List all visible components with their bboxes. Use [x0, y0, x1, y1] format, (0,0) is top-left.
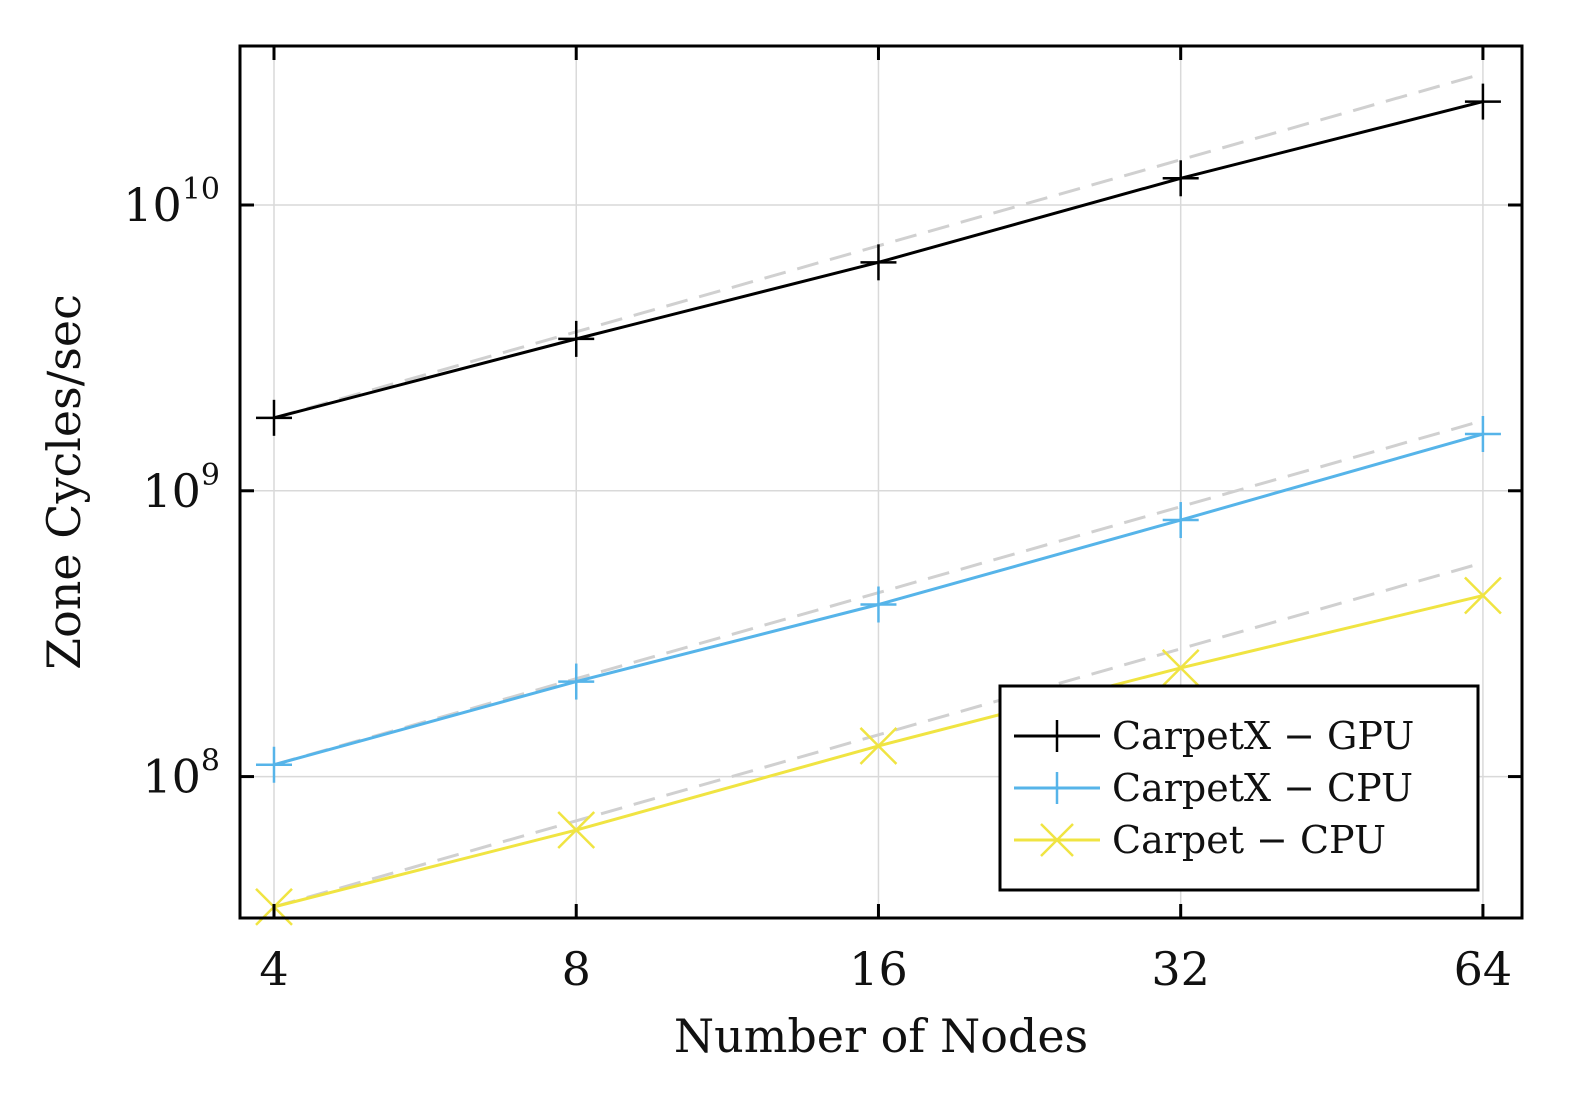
- x-tick-label: 4: [259, 942, 288, 996]
- data-point: [1161, 649, 1200, 687]
- data-point: [860, 244, 897, 281]
- data-point: [1464, 416, 1501, 453]
- x-tick-label: 64: [1454, 942, 1513, 996]
- x-tick-label: 8: [562, 942, 591, 996]
- ideal-scaling-line: [273, 561, 1484, 909]
- data-point: [558, 663, 595, 700]
- data-point: [557, 811, 596, 849]
- data-point: [255, 746, 292, 783]
- data-point: [558, 320, 595, 357]
- y-tick-label: 1010: [123, 172, 220, 232]
- y-tick-labels: 108 109 1010: [123, 172, 220, 804]
- y-tick-label: 109: [142, 458, 220, 518]
- x-tick-label: 32: [1151, 942, 1210, 996]
- legend-entry: CarpetX − GPU: [1014, 714, 1414, 758]
- y-axis-label: Zone Cycles/sec: [37, 294, 91, 670]
- legend-marker: [1041, 772, 1073, 804]
- x-tick-label: 16: [849, 942, 908, 996]
- x-axis-label: Number of Nodes: [674, 1009, 1088, 1063]
- legend-label: Carpet − CPU: [1112, 818, 1386, 862]
- legend-entry: Carpet − CPU: [1014, 818, 1386, 862]
- legend-marker: [1040, 823, 1074, 857]
- legend-entry: CarpetX − CPU: [1014, 766, 1413, 810]
- data-point: [1464, 83, 1501, 120]
- x-tick-labels: 4 8 16 32 64: [259, 942, 1512, 996]
- legend-label: CarpetX − GPU: [1112, 714, 1414, 758]
- data-point: [1162, 502, 1199, 539]
- legend-label: CarpetX − CPU: [1112, 766, 1413, 810]
- plot-frame: [238, 44, 1524, 920]
- data-point: [1162, 160, 1199, 197]
- data-point: [859, 727, 898, 765]
- legend-marker: [1041, 720, 1073, 752]
- data-point: [860, 586, 897, 623]
- data-point: [1464, 576, 1502, 615]
- y-tick-label: 108: [142, 744, 220, 804]
- data-point: [255, 399, 292, 436]
- series-markers: [255, 83, 1502, 926]
- legend: CarpetX − GPU CarpetX − CPU Carpet − CPU: [998, 684, 1480, 892]
- axis-ticks: [240, 46, 1522, 918]
